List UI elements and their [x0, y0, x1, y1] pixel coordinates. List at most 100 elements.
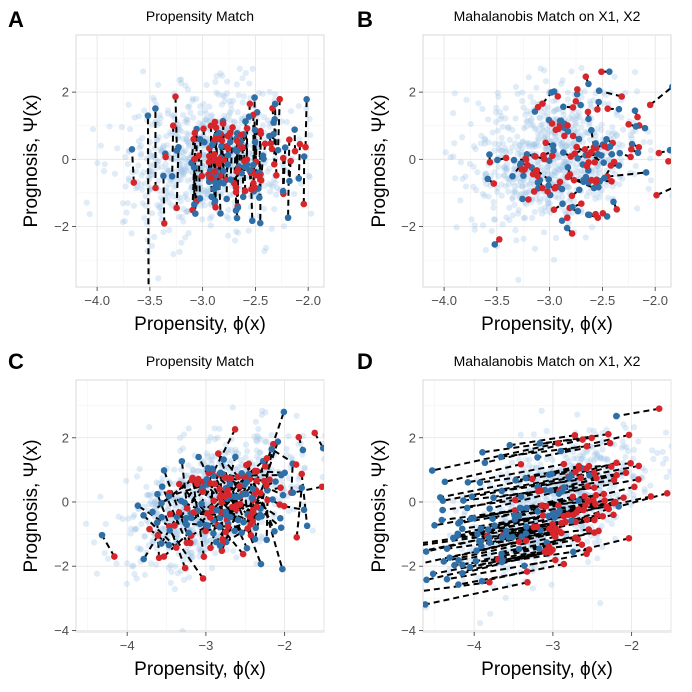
- population-point: [551, 159, 558, 166]
- population-point: [561, 158, 568, 166]
- population-point: [122, 153, 129, 161]
- control-point: [446, 554, 453, 561]
- panel-tag: D: [357, 349, 373, 374]
- control-point: [564, 163, 572, 171]
- population-point: [509, 195, 516, 203]
- match-line: [304, 99, 308, 148]
- treated-point: [261, 477, 268, 485]
- treated-point: [555, 502, 562, 509]
- population-point: [171, 480, 178, 487]
- control-point: [455, 581, 462, 588]
- population-point: [147, 162, 154, 169]
- population-point: [203, 450, 210, 457]
- population-point: [147, 152, 154, 160]
- population-point: [526, 143, 533, 150]
- population-point: [246, 149, 253, 157]
- population-point: [119, 515, 126, 523]
- control-point: [441, 478, 449, 486]
- match-line: [175, 147, 180, 208]
- population-point: [89, 126, 97, 133]
- population-point: [629, 128, 636, 135]
- treated-point: [253, 477, 261, 485]
- population-point: [166, 167, 173, 174]
- population-point: [654, 449, 661, 457]
- treated-point: [551, 184, 559, 192]
- population-point: [156, 204, 163, 211]
- population-point: [541, 169, 548, 177]
- population-point: [167, 129, 174, 136]
- treated-point: [244, 525, 251, 532]
- control-point: [601, 174, 608, 182]
- population-point: [226, 109, 234, 116]
- treated-point: [162, 153, 169, 161]
- control-point: [178, 457, 186, 465]
- match-line: [229, 127, 234, 180]
- population-point: [259, 90, 266, 97]
- treated-point: [187, 539, 194, 547]
- control-point: [468, 493, 476, 500]
- treated-point: [585, 526, 593, 533]
- population-point: [138, 172, 145, 179]
- population-point: [519, 183, 526, 190]
- population-point: [280, 223, 288, 230]
- population-point: [467, 120, 474, 128]
- panel-tag: C: [8, 349, 24, 374]
- population-point: [578, 455, 586, 462]
- population-point: [540, 561, 548, 569]
- match-line: [431, 442, 559, 472]
- population-point: [222, 125, 230, 132]
- treated-point: [205, 152, 213, 160]
- treated-point: [573, 143, 581, 151]
- treated-point: [268, 145, 276, 153]
- population-point: [173, 528, 180, 535]
- treated-point: [535, 487, 542, 495]
- treated-point: [635, 143, 643, 151]
- treated-point: [674, 168, 681, 175]
- population-point: [446, 566, 453, 573]
- treated-point: [218, 547, 226, 555]
- population-point: [127, 530, 134, 537]
- control-point: [291, 126, 298, 133]
- treated-point: [517, 460, 525, 468]
- control-point: [481, 459, 489, 467]
- panel-tag: A: [8, 7, 24, 32]
- control-point: [183, 514, 190, 522]
- treated-point: [569, 132, 577, 140]
- treated-point: [515, 538, 523, 545]
- match-line: [656, 187, 671, 197]
- panel-C: C Propensity Match−4 −3 −2−4−202Propensity,…: [8, 349, 325, 680]
- population-point: [613, 132, 620, 139]
- control-point: [603, 135, 610, 143]
- x-axis-title: Propensity, ϕ(x): [134, 659, 266, 680]
- treated-point: [160, 220, 168, 227]
- population-point: [257, 449, 264, 456]
- control-point: [241, 163, 248, 171]
- control-point: [615, 105, 623, 113]
- treated-point: [548, 120, 556, 127]
- control-point: [558, 217, 566, 225]
- population-point: [587, 101, 594, 108]
- treated-point: [111, 553, 118, 560]
- treated-point: [276, 501, 283, 508]
- match-line: [558, 478, 639, 495]
- population-point: [268, 431, 275, 439]
- population-point: [501, 172, 508, 179]
- population-point: [475, 100, 482, 107]
- population-point: [203, 110, 210, 117]
- population-point: [560, 154, 567, 161]
- population-point: [515, 182, 522, 189]
- population-point: [562, 143, 569, 150]
- population-point: [590, 457, 597, 464]
- y-axis-title: Prognosis, Ψ(x): [369, 439, 390, 572]
- population-point: [497, 147, 504, 154]
- population-point: [517, 431, 524, 438]
- population-point: [571, 126, 578, 133]
- population-point: [151, 499, 158, 507]
- population-point: [491, 140, 498, 148]
- population-point: [555, 167, 563, 174]
- control-point: [464, 479, 472, 486]
- population-point: [570, 138, 577, 145]
- population-point: [217, 190, 224, 197]
- population-point: [619, 175, 626, 182]
- population-point: [538, 125, 545, 132]
